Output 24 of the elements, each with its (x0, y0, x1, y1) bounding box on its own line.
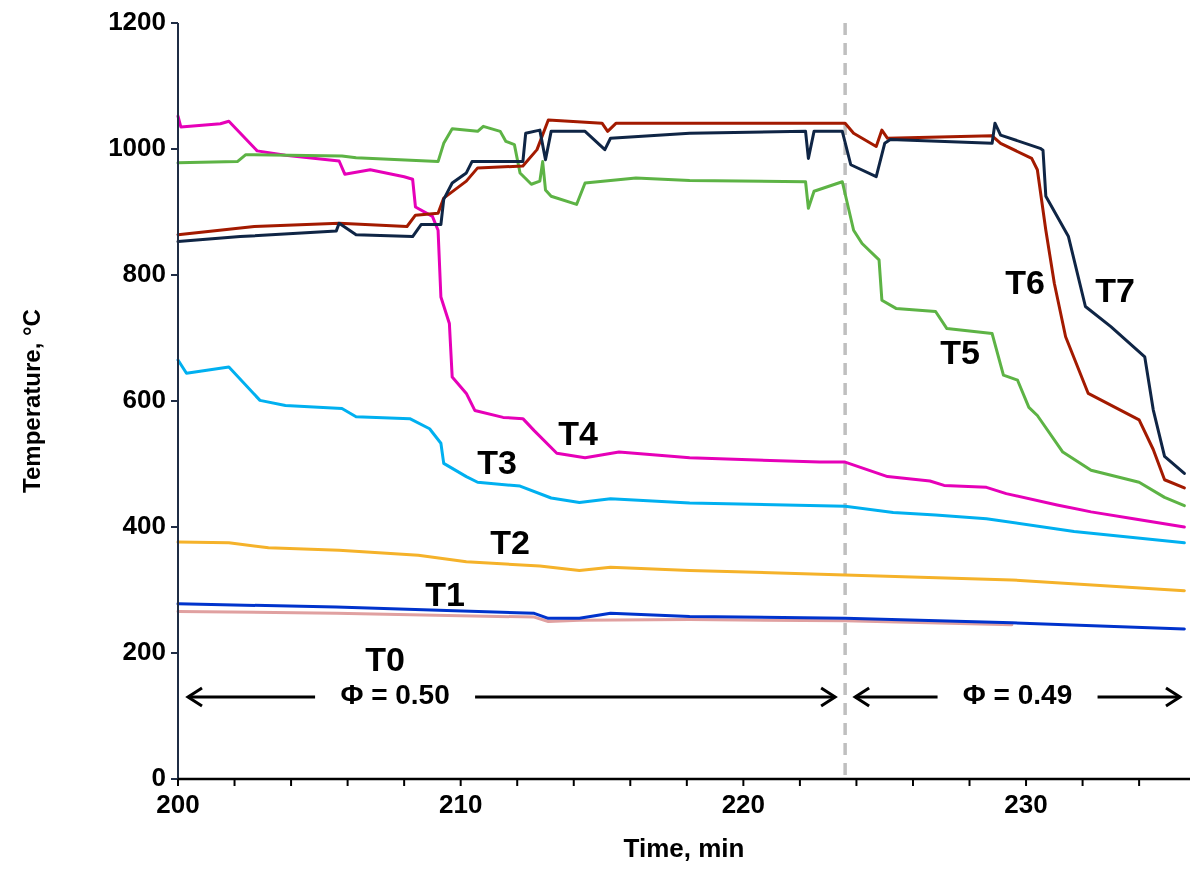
y-tick-label: 800 (122, 257, 166, 288)
x-tick-label: 230 (1004, 789, 1048, 819)
series-label: T2 (490, 522, 530, 561)
series-label: T1 (425, 574, 465, 613)
series-label: T7 (1095, 270, 1135, 309)
y-tick-label: 1200 (108, 5, 166, 36)
x-tick-label: 210 (438, 789, 483, 819)
series-label: T0 (365, 639, 405, 678)
annotation: Φ = 0.49 (962, 679, 1073, 711)
line-series (176, 609, 1014, 627)
series-label: T4 (558, 413, 598, 452)
y-tick-label: 400 (122, 509, 166, 540)
y-tick-label: 0 (151, 761, 166, 792)
series-label: T3 (477, 442, 517, 481)
x-tick-label: 200 (156, 789, 200, 819)
y-tick-label: 1000 (108, 131, 166, 162)
y-tick-label: 600 (122, 383, 166, 414)
y-axis-title: Temperature, °C (18, 309, 46, 493)
x-tick-label: 220 (721, 789, 766, 819)
series-label: T6 (1005, 262, 1045, 301)
annotation: Φ = 0.50 (340, 679, 450, 711)
series-label: T5 (940, 332, 980, 371)
y-tick-label: 200 (122, 635, 166, 666)
x-axis-title: Time, min (623, 833, 745, 863)
